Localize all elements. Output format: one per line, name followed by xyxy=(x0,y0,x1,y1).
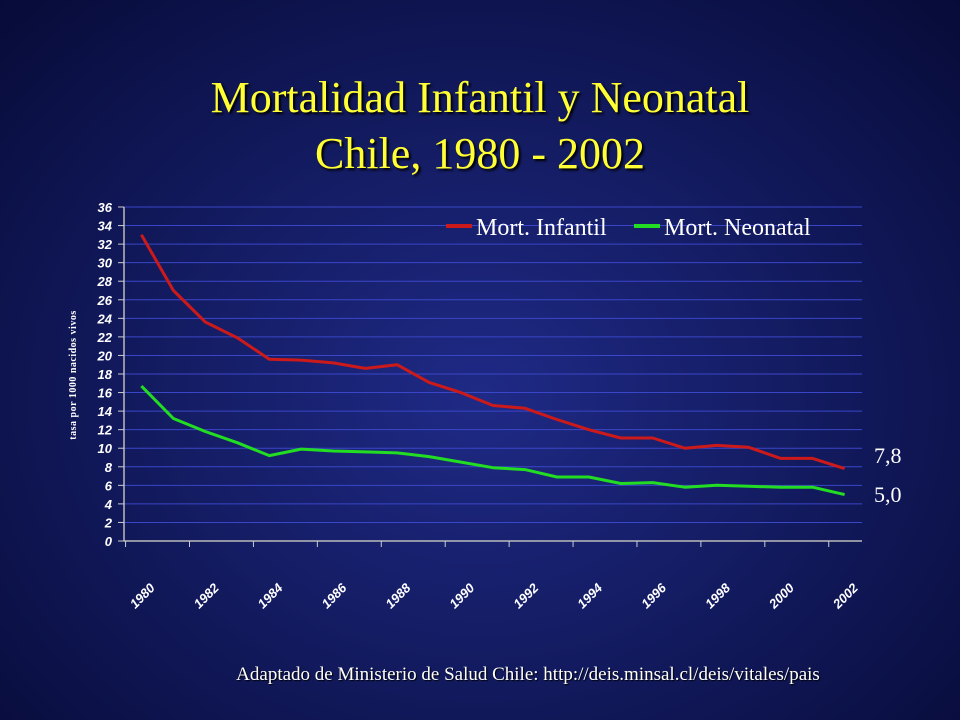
y-tick-2: 2 xyxy=(104,515,113,530)
y-tick-32: 32 xyxy=(98,237,113,252)
y-tick-18: 18 xyxy=(98,367,113,382)
y-tick-22: 22 xyxy=(97,330,113,345)
legend-label-neonatal: Mort. Neonatal xyxy=(664,215,811,241)
x-tick-1994: 1994 xyxy=(574,580,606,612)
x-tick-1986: 1986 xyxy=(318,580,350,612)
legend-label-infantil: Mort. Infantil xyxy=(476,215,607,241)
y-tick-10: 10 xyxy=(98,441,113,456)
y-tick-20: 20 xyxy=(97,348,113,363)
x-tick-1982: 1982 xyxy=(191,580,223,612)
y-tick-14: 14 xyxy=(98,404,113,419)
y-tick-0: 0 xyxy=(105,534,113,549)
y-tick-26: 26 xyxy=(97,293,113,308)
source-citation: Adaptado de Ministerio de Salud Chile: h… xyxy=(236,664,820,685)
gridlines xyxy=(124,206,862,523)
end-label-neonatal: 5,0 xyxy=(874,482,902,507)
y-tick-12: 12 xyxy=(98,423,113,438)
y-tick-28: 28 xyxy=(97,274,113,289)
y-axis-label: tasa por 1000 nacidos vivos xyxy=(68,310,79,439)
x-tick-2002: 2002 xyxy=(829,580,861,612)
x-tick-1988: 1988 xyxy=(382,580,414,612)
y-tick-16: 16 xyxy=(98,386,113,401)
x-tick-labels: 1980 1982 1984 1986 1988 1990 1992 1994 1996 1998… xyxy=(125,541,861,612)
y-tick-34: 34 xyxy=(98,219,113,234)
series-line-neonatal xyxy=(140,385,845,497)
x-tick-1992: 1992 xyxy=(510,580,542,612)
series-line-infantil xyxy=(140,234,846,471)
y-tick-30: 30 xyxy=(98,256,113,271)
chart-subtitle: Chile, 1980 - 2002 xyxy=(315,129,645,178)
y-tick-6: 6 xyxy=(105,478,113,493)
legend: Mort. Infantil Mort. Neonatal xyxy=(446,215,811,241)
x-tick-1984: 1984 xyxy=(255,580,287,612)
series xyxy=(140,234,846,497)
x-tick-1990: 1990 xyxy=(446,580,478,612)
y-tick-36: 36 xyxy=(98,200,113,215)
end-label-infantil: 7,8 xyxy=(874,443,902,468)
chart-title: Mortalidad Infantil y Neonatal xyxy=(210,73,750,122)
y-tick-24: 24 xyxy=(97,311,113,326)
x-tick-1980: 1980 xyxy=(127,580,159,612)
x-tick-1996: 1996 xyxy=(638,580,670,612)
y-tick-4: 4 xyxy=(104,497,113,512)
y-tick-8: 8 xyxy=(105,460,113,475)
x-tick-2000: 2000 xyxy=(765,580,797,612)
x-tick-1998: 1998 xyxy=(702,580,734,612)
